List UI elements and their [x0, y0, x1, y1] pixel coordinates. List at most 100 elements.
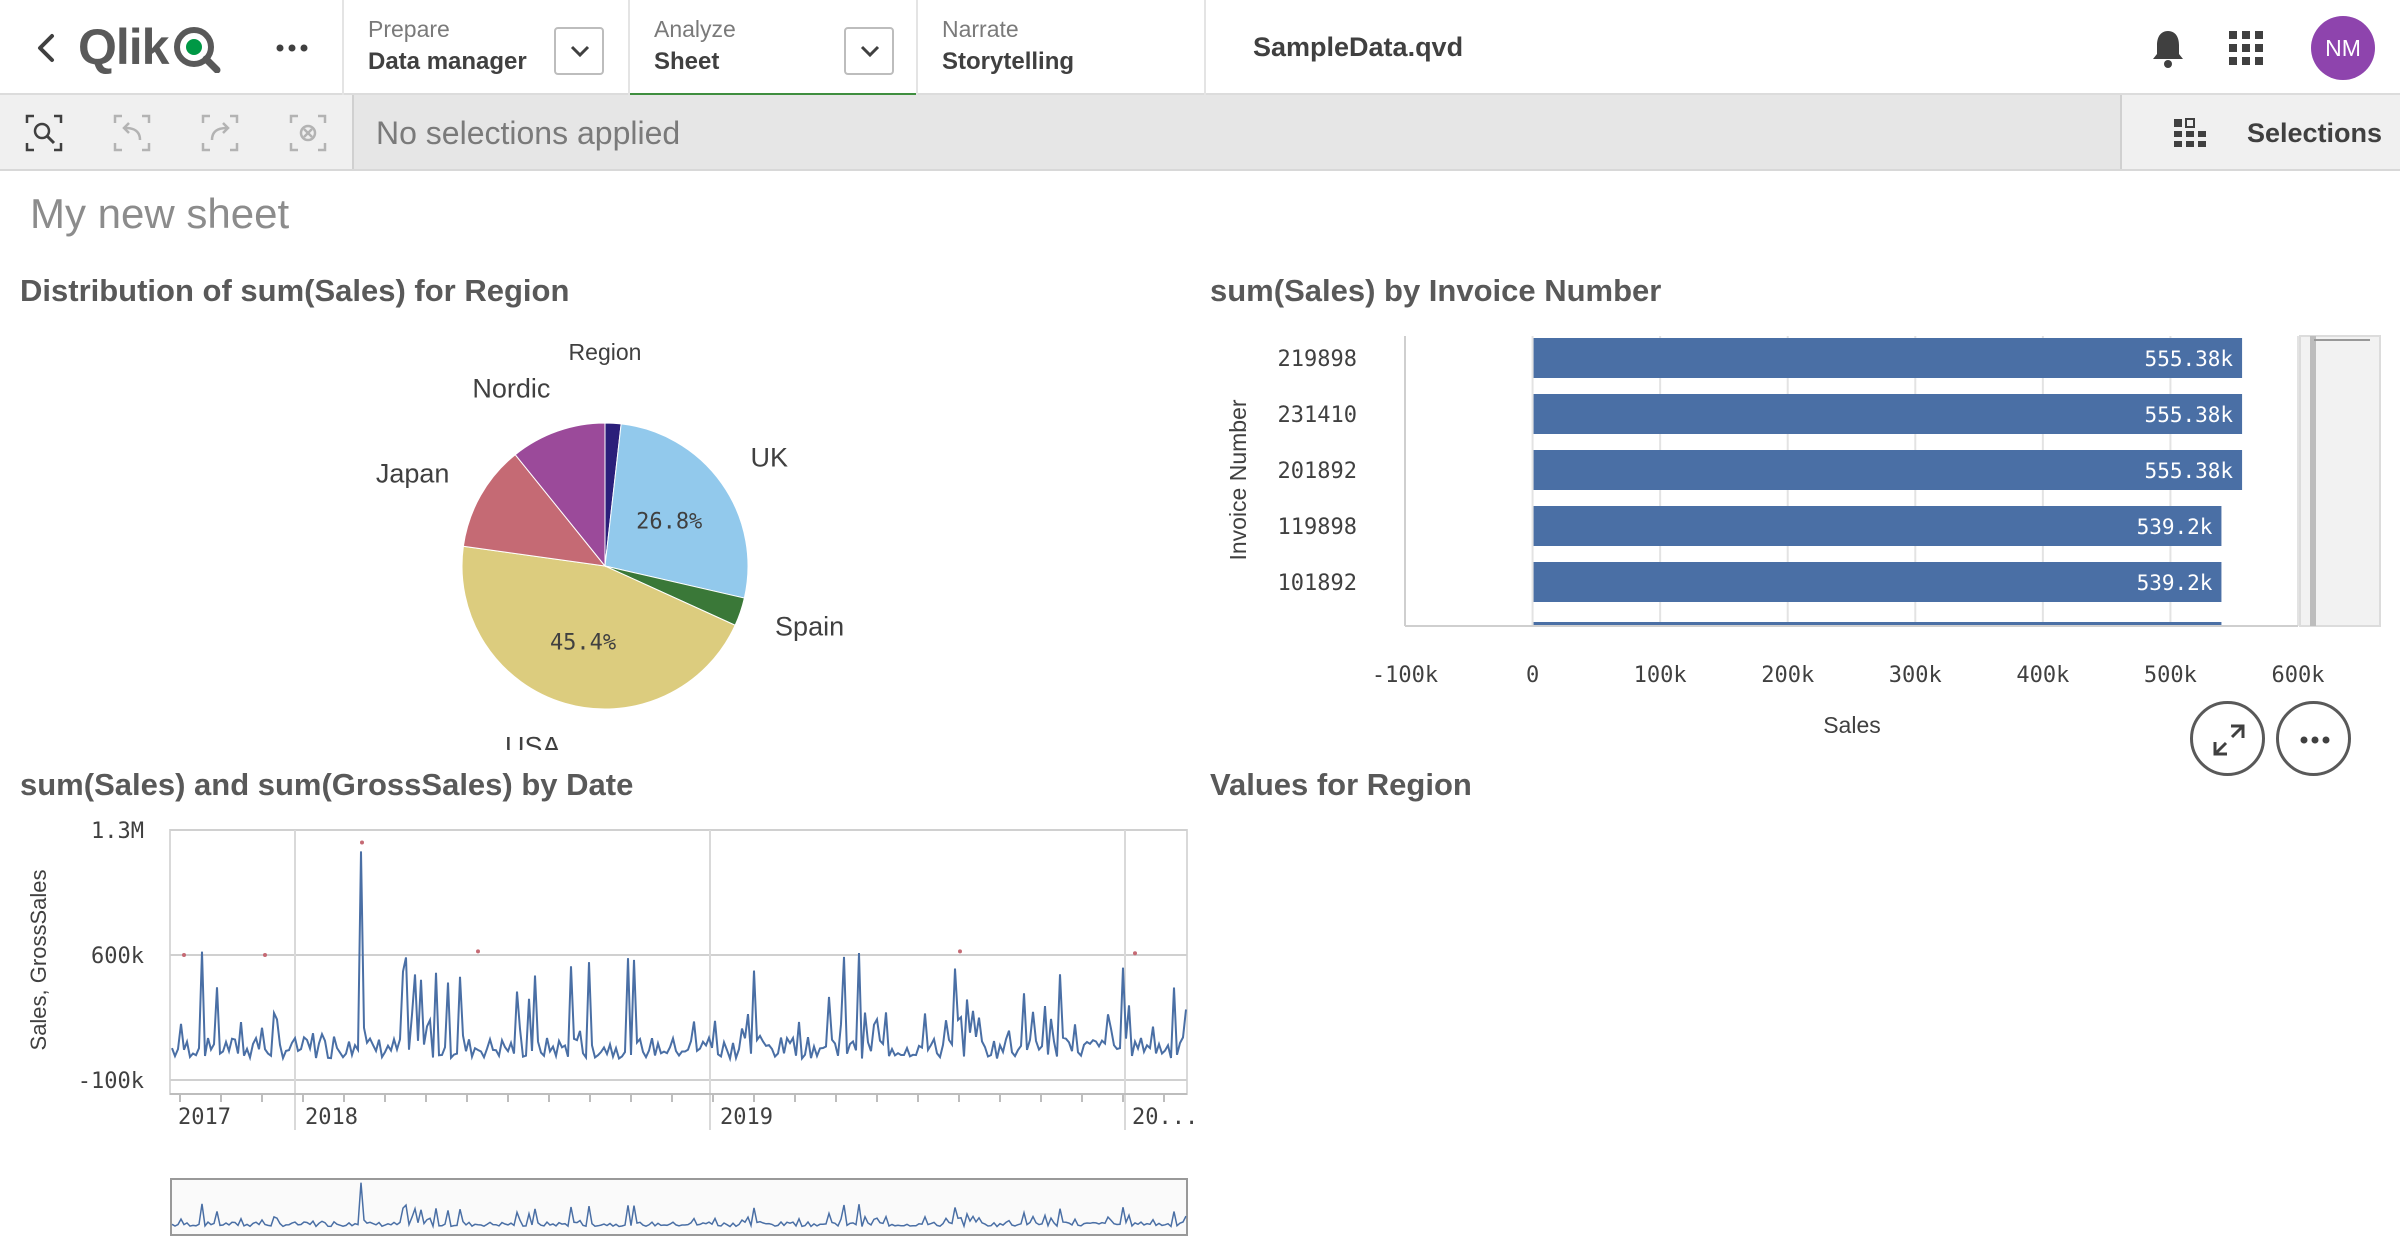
- nav-narrate[interactable]: Narrate Storytelling: [916, 0, 1206, 95]
- pie-label-japan: Japan: [376, 458, 450, 488]
- bar-x-tick-label: -100k: [1372, 663, 1438, 688]
- nav-narrate-value: Storytelling: [942, 48, 1075, 75]
- selections-panel-button[interactable]: Selections: [2120, 95, 2400, 169]
- nav-analyze[interactable]: Analyze Sheet: [628, 0, 916, 97]
- step-forward-icon[interactable]: [200, 113, 240, 153]
- bar-partial: [1533, 622, 2222, 626]
- more-icon: [2300, 736, 2330, 744]
- line-x-tick-label: 2018: [305, 1105, 358, 1130]
- line-series-sales[interactable]: [171, 851, 1187, 1063]
- bar-x-tick-label: 400k: [2016, 663, 2069, 688]
- pie-slice-uk[interactable]: [604, 423, 749, 599]
- sheet-title: My new sheet: [30, 190, 290, 237]
- bar-value-label: 555.38k: [2145, 347, 2234, 371]
- nav-prepare[interactable]: Prepare Data manager: [342, 0, 628, 95]
- bar-x-tick-label: 600k: [2272, 663, 2325, 688]
- bar-219898[interactable]: [1533, 338, 2243, 378]
- pie-label-usa: USA: [505, 732, 561, 750]
- bar-category-label[interactable]: 219898: [1278, 347, 1357, 372]
- line-series-grosssales-point: [958, 949, 962, 954]
- line-series-grosssales-point: [182, 953, 186, 957]
- bar-x-tick-label: 500k: [2144, 663, 2197, 688]
- bar-chart-title: sum(Sales) by Invoice Number: [1210, 273, 1662, 308]
- bar-category-label[interactable]: 119898: [1278, 515, 1357, 540]
- more-menu-icon[interactable]: [272, 30, 312, 66]
- bar-x-tick-label: 100k: [1634, 663, 1687, 688]
- bar-value-label: 539.2k: [2137, 515, 2213, 539]
- smart-search-icon[interactable]: [24, 113, 64, 153]
- line-series-grosssales-point: [360, 840, 364, 845]
- pie-slice-japan[interactable]: [462, 453, 607, 567]
- line-series-grosssales-point: [1133, 951, 1137, 956]
- bar-x-tick-label: 200k: [1761, 663, 1814, 688]
- app-title: SampleData.qvd: [1253, 32, 1464, 62]
- bar-value-label: 555.38k: [2145, 403, 2234, 427]
- selection-toolbar: No selections applied Selections: [0, 95, 2400, 171]
- nav-prepare-label: Prepare: [368, 16, 450, 42]
- bar-category-label[interactable]: 201892: [1278, 459, 1357, 484]
- current-selections-area[interactable]: No selections applied: [352, 95, 2120, 169]
- filter-pane-body[interactable]: [1210, 815, 2370, 1235]
- pie-slice-nordic[interactable]: [514, 422, 606, 568]
- line-chart[interactable]: Sales, GrossSales 1.3M 600k -100k 2017 2018 2…: [0, 815, 1200, 1255]
- pie-value-label: 26.8%: [636, 510, 702, 535]
- pie-legend-title: Region: [569, 339, 642, 365]
- line-x-tick-label: 2019: [720, 1105, 773, 1130]
- bar-chart[interactable]: 555.38k 555.38k 555.38k 539.2k 539.2k -100k 0…: [1200, 320, 2400, 740]
- pie-label-uk: UK: [750, 442, 788, 472]
- pie-label-spain: Spain: [775, 611, 844, 641]
- pie-slice-usa[interactable]: [461, 545, 736, 710]
- bar-value-label: 555.38k: [2145, 459, 2234, 483]
- expand-icon: [2213, 724, 2245, 756]
- chart-more-button[interactable]: [2276, 701, 2351, 776]
- filter-pane-title: Values for Region: [1210, 767, 1472, 802]
- clear-selections-icon[interactable]: [288, 113, 328, 153]
- nav-prepare-value: Data manager: [368, 48, 527, 75]
- qlik-logo-mark: [174, 27, 221, 73]
- bar-scrollbar[interactable]: [2299, 335, 2381, 627]
- nav-narrate-label: Narrate: [942, 16, 1019, 42]
- pie-chart-title: Distribution of sum(Sales) for Region: [20, 273, 570, 308]
- bar-category-label[interactable]: 101892: [1278, 571, 1357, 596]
- bar-201892[interactable]: [1533, 450, 2243, 490]
- chevron-down-icon: [860, 45, 880, 58]
- line-y-tick-label: -100k: [78, 1069, 144, 1094]
- pie-label-nordic: Nordic: [472, 374, 550, 404]
- line-y-tick-label: 600k: [91, 944, 144, 969]
- bar-value-label: 539.2k: [2137, 571, 2213, 595]
- chevron-down-icon: [570, 45, 590, 58]
- line-chart-title: sum(Sales) and sum(GrossSales) by Date: [20, 767, 634, 802]
- bar-231410[interactable]: [1533, 394, 2243, 434]
- bar-x-axis-label: Sales: [1823, 712, 1881, 738]
- pie-value-label: 45.4%: [550, 631, 616, 656]
- selections-tool-icon: [2174, 118, 2206, 147]
- qlik-logo: Qlik: [78, 19, 222, 75]
- line-series-grosssales-point: [263, 953, 267, 957]
- bar-119898[interactable]: [1533, 506, 2222, 546]
- nav-analyze-value: Sheet: [654, 48, 720, 75]
- user-avatar[interactable]: NM: [2311, 16, 2375, 80]
- selections-label: Selections: [2247, 118, 2383, 148]
- bar-category-label[interactable]: 231410: [1278, 403, 1357, 428]
- line-mini-chart-scrollbar[interactable]: [170, 1178, 1188, 1236]
- bar-x-tick-label: 0: [1526, 663, 1539, 688]
- line-series-grosssales-point: [476, 949, 480, 954]
- line-y-axis-label: Sales, GrossSales: [26, 870, 51, 1051]
- bar-y-axis-label: Invoice Number: [1225, 399, 1251, 560]
- line-x-tick-label: 2017: [178, 1105, 231, 1130]
- pie-chart[interactable]: Region UK 26.8% Spain USA 45.4% Japan Nordic: [0, 330, 1200, 750]
- analyze-dropdown-button[interactable]: [844, 27, 894, 75]
- bar-101892[interactable]: [1533, 562, 2222, 602]
- step-back-icon[interactable]: [112, 113, 152, 153]
- line-x-tick-label: 20...: [1132, 1105, 1198, 1130]
- back-icon[interactable]: [28, 26, 68, 70]
- bar-x-tick-label: 300k: [1889, 663, 1942, 688]
- expand-button[interactable]: [2190, 701, 2265, 776]
- selections-status: No selections applied: [376, 115, 681, 151]
- prepare-dropdown-button[interactable]: [554, 27, 604, 75]
- line-mini-series: [171, 1182, 1187, 1230]
- apps-grid-icon[interactable]: [2228, 30, 2264, 71]
- bell-icon[interactable]: [2148, 26, 2188, 75]
- line-y-tick-label: 1.3M: [91, 819, 144, 844]
- nav-analyze-label: Analyze: [654, 16, 736, 42]
